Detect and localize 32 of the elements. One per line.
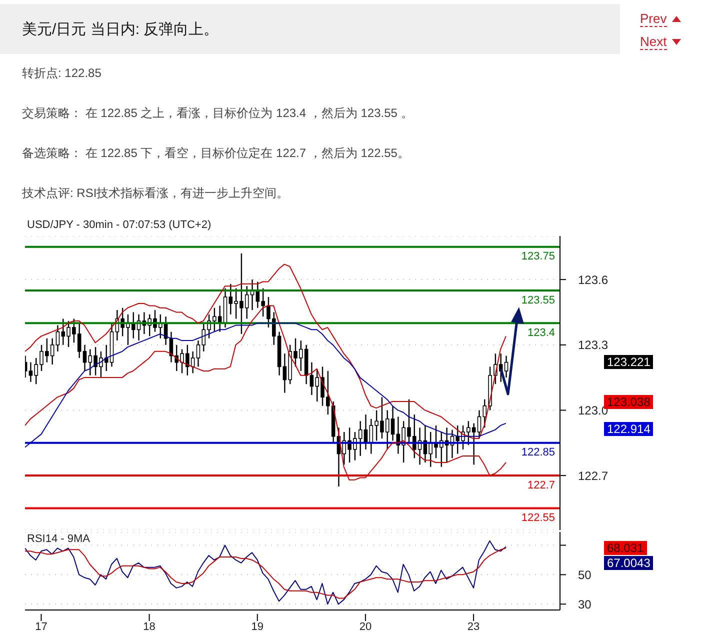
y-tick-label: 123.6 bbox=[578, 272, 608, 287]
x-tick-label: 19 bbox=[251, 621, 264, 633]
ref-line-label: 123.4 bbox=[527, 326, 555, 339]
y-tick-label: 30 bbox=[578, 597, 592, 612]
text: 123.038 bbox=[604, 394, 654, 409]
ref-line-label: 122.85 bbox=[521, 446, 555, 459]
chart-title: RSI14 - 9MA bbox=[27, 533, 90, 545]
text: 67.0043 bbox=[604, 556, 654, 570]
y-tick-label: 122.7 bbox=[578, 468, 608, 483]
line-series bbox=[25, 305, 506, 480]
text: 美元/日元 当日内: 反弹向上。 bbox=[22, 20, 219, 39]
ref-line-label: 122.7 bbox=[527, 479, 555, 492]
text: Prev bbox=[640, 11, 667, 27]
text: 68.031 bbox=[604, 541, 647, 556]
text: 备选策略： 在 122.85 下，看空，目标价位定在 122.7 ，然后为 122.55。 bbox=[22, 145, 410, 162]
text: 122.914 bbox=[604, 422, 654, 436]
text: 技术点评: RSI技术指标看涨，有进一步上升空间。 bbox=[22, 185, 289, 202]
text: Next bbox=[640, 34, 667, 50]
x-tick-label: 17 bbox=[35, 621, 48, 633]
chart-title: USD/JPY - 30min - 07:07:53 (UTC+2) bbox=[27, 219, 212, 231]
text: 转折点: 122.85 bbox=[22, 65, 102, 82]
text: 123.221 bbox=[604, 355, 654, 370]
x-tick-label: 23 bbox=[467, 621, 480, 633]
ref-line-label: 123.55 bbox=[521, 294, 555, 306]
y-tick-label: 50 bbox=[578, 568, 592, 582]
line-series bbox=[25, 548, 506, 599]
x-tick-label: 20 bbox=[359, 621, 372, 633]
text: 交易策略： 在 122.85 之上，看涨，目标价位为 123.4 ，然后为 123.55 。 bbox=[22, 105, 413, 122]
ref-line-label: 122.55 bbox=[521, 512, 555, 524]
ref-line-label: 123.75 bbox=[521, 250, 555, 263]
y-tick-label: 123.3 bbox=[578, 338, 608, 352]
x-tick-label: 18 bbox=[143, 621, 156, 633]
